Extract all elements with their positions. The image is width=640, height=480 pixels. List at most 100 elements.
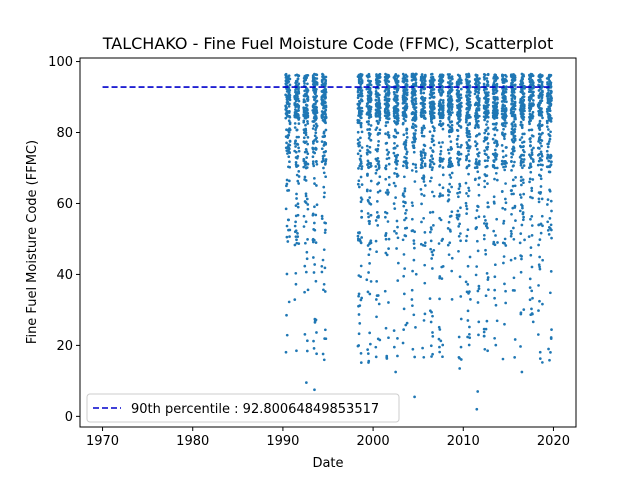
data-point bbox=[304, 192, 308, 196]
data-point bbox=[302, 140, 306, 144]
data-point bbox=[324, 150, 328, 153]
data-point bbox=[293, 122, 297, 125]
data-point bbox=[513, 74, 517, 78]
data-point bbox=[448, 99, 451, 103]
data-point bbox=[539, 91, 543, 95]
data-point bbox=[405, 208, 408, 212]
data-point bbox=[522, 118, 525, 121]
data-point bbox=[536, 124, 540, 127]
data-point bbox=[312, 238, 316, 242]
data-point bbox=[297, 99, 301, 103]
data-point bbox=[357, 167, 360, 170]
data-point bbox=[476, 289, 480, 293]
data-point bbox=[503, 237, 507, 241]
data-point bbox=[447, 102, 450, 105]
data-point bbox=[531, 178, 535, 181]
data-point bbox=[359, 106, 363, 110]
data-point bbox=[305, 250, 309, 254]
data-point bbox=[527, 235, 531, 238]
data-point bbox=[423, 126, 426, 130]
data-point bbox=[313, 92, 317, 96]
data-point bbox=[357, 332, 361, 336]
data-point bbox=[431, 190, 434, 194]
data-point bbox=[476, 301, 480, 304]
data-point bbox=[475, 165, 479, 169]
data-point bbox=[377, 76, 381, 79]
x-axis-label: Date bbox=[312, 456, 343, 471]
data-point bbox=[529, 246, 533, 250]
data-point bbox=[520, 203, 523, 207]
data-point bbox=[384, 191, 388, 194]
data-point bbox=[459, 125, 463, 128]
data-point bbox=[374, 355, 378, 359]
data-point bbox=[520, 183, 523, 187]
data-point bbox=[492, 229, 496, 233]
data-point bbox=[401, 101, 405, 105]
data-point bbox=[375, 250, 378, 254]
data-point bbox=[315, 77, 319, 80]
data-point bbox=[295, 128, 299, 132]
data-point bbox=[532, 94, 535, 97]
data-point bbox=[528, 112, 532, 116]
data-point bbox=[297, 122, 301, 126]
data-point bbox=[296, 143, 300, 146]
data-point bbox=[537, 200, 541, 204]
data-point bbox=[431, 166, 434, 170]
data-point bbox=[540, 144, 543, 148]
data-point bbox=[313, 263, 317, 266]
data-point bbox=[447, 116, 451, 120]
data-point bbox=[518, 241, 522, 245]
data-point bbox=[502, 107, 506, 111]
data-point bbox=[374, 171, 378, 175]
data-point bbox=[304, 123, 307, 127]
data-point bbox=[374, 98, 378, 102]
data-point bbox=[503, 168, 507, 172]
data-point bbox=[365, 188, 369, 192]
data-point bbox=[284, 350, 288, 354]
data-point bbox=[305, 75, 308, 79]
data-point bbox=[439, 194, 442, 197]
data-point bbox=[545, 121, 549, 125]
data-point bbox=[295, 93, 299, 96]
data-point bbox=[438, 183, 441, 187]
data-point bbox=[357, 144, 361, 148]
data-point bbox=[539, 177, 543, 181]
data-point bbox=[314, 279, 318, 283]
data-point bbox=[475, 407, 479, 411]
data-point bbox=[378, 116, 382, 120]
data-point bbox=[510, 107, 513, 111]
data-point bbox=[449, 102, 453, 105]
data-point bbox=[423, 144, 427, 148]
data-point bbox=[528, 177, 532, 181]
data-point bbox=[519, 144, 522, 148]
data-point bbox=[502, 221, 505, 225]
data-point bbox=[315, 73, 319, 77]
data-point bbox=[491, 137, 495, 141]
data-point bbox=[521, 212, 525, 216]
data-point bbox=[439, 106, 442, 109]
data-point bbox=[367, 72, 371, 76]
data-point bbox=[368, 196, 372, 199]
data-point bbox=[359, 361, 363, 364]
data-point bbox=[484, 101, 488, 104]
data-point bbox=[384, 124, 388, 128]
data-point bbox=[450, 88, 454, 92]
data-point bbox=[465, 146, 469, 150]
data-point bbox=[420, 126, 424, 130]
data-point bbox=[321, 78, 325, 81]
data-point bbox=[414, 129, 417, 132]
data-point bbox=[441, 194, 445, 197]
data-point bbox=[431, 125, 435, 128]
data-point bbox=[356, 234, 360, 238]
data-point bbox=[460, 143, 463, 147]
data-point bbox=[405, 132, 409, 135]
data-point bbox=[366, 102, 369, 106]
data-point bbox=[476, 170, 480, 174]
data-point bbox=[475, 109, 479, 112]
data-point bbox=[546, 83, 549, 86]
data-point bbox=[392, 151, 396, 155]
data-point bbox=[284, 72, 288, 76]
data-point bbox=[394, 184, 397, 188]
data-point bbox=[458, 275, 462, 279]
data-point bbox=[323, 162, 327, 166]
